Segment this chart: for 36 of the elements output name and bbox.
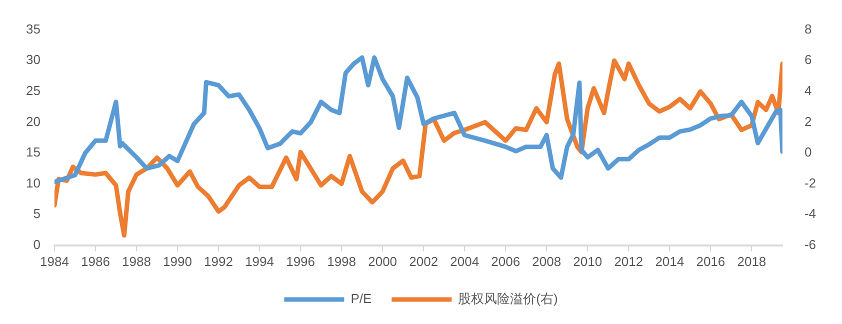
x-tick-label: 1998 bbox=[327, 254, 356, 269]
x-tick-label: 1988 bbox=[122, 254, 151, 269]
y-tick-label: 10 bbox=[26, 175, 40, 190]
y2-tick-label: -6 bbox=[804, 236, 816, 252]
x-tick-label: 1992 bbox=[204, 254, 233, 269]
y2-tick-label: -4 bbox=[804, 206, 816, 222]
y2-tick-label: 0 bbox=[804, 144, 812, 160]
x-tick-label: 2002 bbox=[409, 254, 438, 269]
y2-tick-label: 6 bbox=[804, 52, 812, 68]
legend-label: 股权风险溢价(右) bbox=[458, 291, 558, 306]
legend-label: P/E bbox=[350, 291, 372, 306]
x-tick-label: 2008 bbox=[532, 254, 562, 269]
x-tick-label: 2018 bbox=[737, 254, 766, 269]
x-tick-label: 1986 bbox=[81, 254, 110, 269]
x-tick-label: 1984 bbox=[40, 254, 69, 269]
y-tick-label: 25 bbox=[26, 82, 40, 98]
x-tick-label: 2004 bbox=[450, 254, 480, 269]
x-tick-label: 2006 bbox=[491, 254, 520, 269]
x-tick-label: 2000 bbox=[368, 254, 398, 269]
y-tick-label: 0 bbox=[33, 236, 40, 252]
x-tick-label: 2014 bbox=[655, 254, 684, 269]
y2-tick-label: -2 bbox=[804, 175, 816, 190]
y-tick-label: 30 bbox=[26, 52, 40, 68]
x-tick-label: 1996 bbox=[286, 254, 315, 269]
x-tick-label: 1990 bbox=[163, 254, 192, 269]
x-tick-label: 2012 bbox=[614, 254, 644, 269]
x-tick-label: 1994 bbox=[245, 254, 274, 269]
y-tick-label: 15 bbox=[26, 144, 40, 160]
y-tick-label: 5 bbox=[33, 206, 40, 222]
y-tick-label: 20 bbox=[26, 114, 40, 129]
y2-tick-label: 4 bbox=[804, 82, 812, 98]
y2-tick-label: 2 bbox=[804, 114, 812, 129]
y-tick-label: 35 bbox=[26, 21, 40, 36]
y2-tick-label: 8 bbox=[804, 21, 812, 36]
x-tick-label: 2016 bbox=[696, 254, 726, 269]
x-tick-label: 2010 bbox=[573, 254, 602, 269]
